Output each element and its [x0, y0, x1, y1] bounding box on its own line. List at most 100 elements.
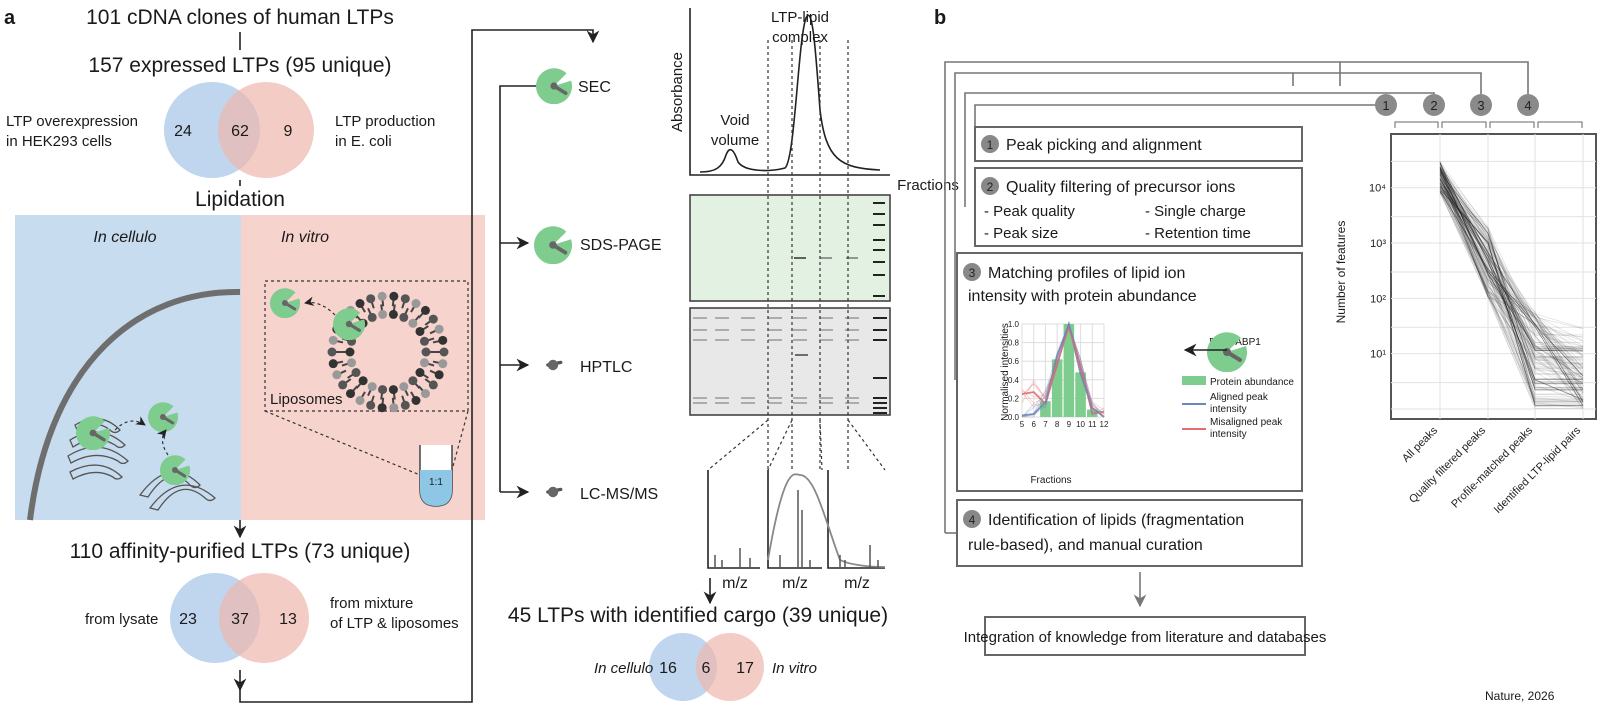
aligned-profile-line — [1021, 320, 1105, 418]
method-sec: SEC — [578, 79, 611, 96]
lipid-head — [338, 380, 348, 390]
feature-trajectory — [1439, 167, 1584, 347]
feature-trajectory — [1439, 177, 1584, 369]
lipid-head — [411, 395, 421, 405]
legend-swatch-protein — [1182, 376, 1206, 385]
feature-trajectory — [1439, 184, 1584, 409]
feature-trajectory — [1439, 173, 1584, 403]
step-title: intensity with protein abundance — [968, 288, 1197, 305]
feature-trajectory — [1439, 174, 1584, 402]
feature-trajectory — [1439, 169, 1584, 406]
feature-trajectory — [1439, 170, 1583, 402]
feature-lines — [1439, 161, 1584, 409]
lipidation-heading: Lipidation — [195, 188, 285, 211]
lipid-head — [389, 403, 399, 413]
feature-trajectory — [1439, 191, 1584, 368]
feature-trajectory — [1439, 186, 1583, 388]
panel-b-label: b — [934, 7, 946, 29]
feature-trajectory — [1439, 192, 1583, 347]
feature-trajectory — [1439, 161, 1584, 342]
feature-trajectory — [1439, 191, 1583, 391]
transfer-arrow — [114, 416, 146, 431]
feature-trajectory — [1439, 174, 1583, 366]
ltp-protein-icon — [534, 226, 572, 264]
x-tick-label: 9 — [1067, 420, 1072, 429]
lipid-head — [428, 380, 438, 390]
x-tick-label: 5 — [1020, 420, 1025, 429]
method-lc-ms: LC-MS/MS — [580, 486, 658, 503]
lipid-icon — [546, 358, 563, 372]
x-tick-label: All peaks — [1400, 424, 1440, 464]
feature-trajectory — [1439, 169, 1584, 384]
step-number-badge — [981, 135, 999, 153]
feature-trajectory — [1439, 174, 1583, 389]
y-tick-label: 0.0 — [1008, 413, 1020, 422]
feature-trajectory — [1439, 183, 1584, 356]
feature-trajectory — [1439, 182, 1584, 366]
step-number: 3 — [1477, 98, 1484, 113]
feature-trajectory — [1439, 188, 1584, 381]
plot-area — [1390, 133, 1597, 420]
feature-trajectory — [1439, 172, 1584, 385]
feature-trajectory — [1439, 174, 1583, 402]
venn-circle-ecoli — [218, 82, 314, 178]
lipid-head — [415, 326, 425, 336]
legend-label: Misaligned peak — [1210, 417, 1283, 428]
feature-trajectory — [1439, 192, 1583, 408]
feature-trajectory — [1439, 170, 1583, 375]
feature-trajectory — [1439, 183, 1583, 403]
lipid-head — [327, 347, 337, 357]
misaligned-profile-line — [1021, 326, 1105, 414]
x-tick-label: Identified LTP-lipid pairs — [1492, 424, 1584, 516]
gel-bands — [693, 202, 887, 414]
feature-trajectory — [1439, 190, 1584, 402]
profile-matching-chart: Normalised intensities Fractions 0.0 0.2 0… — [1000, 320, 1109, 486]
venn-label: In cellulo — [594, 660, 653, 677]
mz-label: m/z — [722, 575, 748, 592]
lipid-head — [358, 376, 368, 386]
lipid-head — [434, 324, 444, 334]
lipid-head — [388, 309, 398, 319]
step-number: 4 — [969, 513, 976, 527]
x-tick-label: 7 — [1043, 420, 1048, 429]
bar — [1075, 372, 1086, 417]
in-cellulo-title: In cellulo — [93, 229, 156, 246]
feature-trajectory — [1439, 166, 1583, 380]
y-tick-label: 10¹ — [1370, 349, 1386, 361]
lipid-head — [411, 299, 421, 309]
step-number-badge — [1375, 94, 1397, 116]
lipid-head — [377, 291, 387, 301]
feature-trajectory — [1439, 183, 1584, 338]
peak-label: complex — [772, 29, 828, 46]
lipid-head — [332, 370, 342, 380]
feature-trajectory — [1439, 183, 1584, 330]
mz-label: m/z — [782, 575, 808, 592]
venn-circle-mixture — [219, 573, 309, 663]
in-cellulo-panel — [15, 215, 241, 520]
venn-label: from lysate — [85, 611, 158, 628]
feature-trajectory — [1439, 177, 1584, 403]
feature-trajectory — [1439, 162, 1584, 339]
x-tick-label: 11 — [1088, 420, 1097, 429]
step-number: 1 — [987, 138, 994, 152]
feature-trajectory — [1439, 185, 1584, 380]
step-title: Peak picking and alignment — [1006, 137, 1202, 154]
feature-trajectory — [1439, 187, 1583, 351]
step-number-badge — [981, 177, 999, 195]
step-connectors — [944, 61, 1341, 534]
step-number: 2 — [1430, 98, 1437, 113]
venn-count: 24 — [174, 123, 192, 140]
lipid-head — [328, 359, 338, 369]
feature-trajectory — [1439, 167, 1584, 409]
feature-trajectory — [1439, 174, 1584, 347]
filter-item: - Peak quality — [984, 203, 1075, 220]
lipid-head — [351, 368, 361, 378]
feature-trajectory — [1439, 178, 1583, 385]
step-title: rule-based), and manual curation — [968, 537, 1203, 554]
feature-trajectory — [1439, 171, 1583, 358]
venn-expression: 24 62 9 LTP overexpression in HEK293 cel… — [6, 82, 435, 178]
filter-item: - Single charge — [1145, 203, 1246, 220]
feature-trajectory — [1439, 177, 1584, 384]
in-vitro-title: In vitro — [281, 229, 329, 246]
venn-count: 62 — [231, 123, 249, 140]
